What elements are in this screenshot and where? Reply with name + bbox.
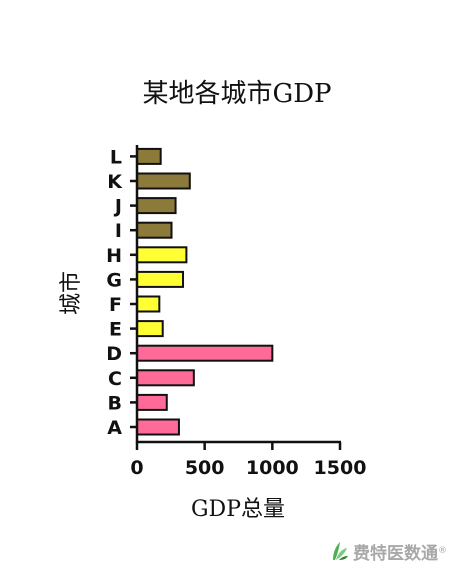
category-label-G: G [106, 269, 122, 291]
category-label-I: I [115, 220, 122, 242]
category-label-H: H [106, 245, 122, 267]
watermark: 费特医数通 ® [330, 536, 470, 566]
bar-J [136, 197, 177, 215]
bar-F [136, 295, 161, 313]
category-label-F: F [109, 294, 122, 316]
x-axis-title: GDP总量 [191, 497, 285, 522]
bar-D [136, 344, 274, 362]
category-label-C: C [108, 368, 122, 390]
leaf-logo-icon [333, 542, 348, 560]
bar-H [136, 246, 188, 264]
category-label-L: L [110, 146, 122, 168]
bar-K [136, 172, 191, 190]
category-label-K: K [107, 171, 123, 193]
bar-C [136, 369, 195, 387]
bar-L [136, 147, 162, 165]
bar-B [136, 393, 168, 411]
bar-G [136, 270, 185, 288]
category-label-J: J [113, 196, 122, 218]
bar-E [136, 320, 164, 338]
bar-A [136, 418, 180, 436]
chart-title: 某地各城市GDP [142, 79, 331, 109]
y-axis-title: 城市 [59, 271, 84, 315]
bars-group [136, 147, 274, 436]
registered-mark: ® [438, 546, 447, 556]
bar-I [136, 221, 173, 239]
watermark-text: 费特医数通 [353, 543, 438, 564]
x-axis-ticks: 0 500 1000 1500 [130, 442, 366, 479]
x-tick-label-1000: 1000 [246, 457, 299, 479]
x-tick-label-500: 500 [185, 457, 225, 479]
x-tick-label-0: 0 [130, 457, 143, 479]
category-label-B: B [108, 392, 122, 414]
category-label-A: A [107, 417, 122, 439]
category-label-D: D [106, 343, 122, 365]
category-label-E: E [109, 319, 122, 341]
x-tick-label-1500: 1500 [314, 457, 367, 479]
